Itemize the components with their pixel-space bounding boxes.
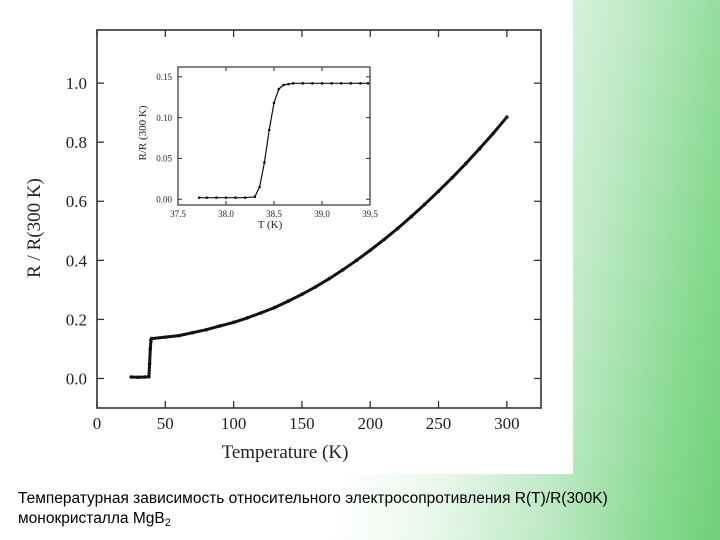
inset-x-tick-label: 37.5 [170,209,186,219]
main-data-point [272,305,277,310]
main-data-point [505,115,509,119]
inset-background [178,67,370,205]
inset-data-point [272,101,276,105]
inset-data-point [287,82,290,86]
main-data-point [409,214,414,219]
inset-data-point [330,82,333,85]
main-x-tick-label: 200 [357,414,383,433]
inset-data-point [234,196,237,199]
main-data-point [477,146,482,151]
main-data-point [354,258,359,263]
main-data-point [148,347,153,351]
main-x-tick-label: 50 [157,414,174,433]
inset-data-point [224,196,228,199]
main-plot-frame [96,29,542,409]
caption-line-1: Температурная зависимость относительного… [18,490,608,507]
inset-data-point [215,196,218,199]
inset-data-point [277,87,281,91]
inset-data-point [311,82,314,85]
main-x-tick-label: 150 [289,414,315,433]
main-y-tick-label: 0.6 [66,192,87,211]
main-data-point [136,375,140,380]
caption-subscript: 2 [164,517,171,529]
inset-data-point [349,82,353,85]
inset-x-tick-label: 38.0 [218,209,234,219]
inset-data-point [197,196,201,199]
main-data-point [204,327,209,332]
inset-data-point [320,82,324,85]
inset-data-point [366,82,370,85]
main-data-point [382,237,386,242]
main-data-point [491,131,495,136]
inset-data-point [359,82,362,85]
main-data-point [143,375,147,379]
main-y-tick-label: 1.0 [66,74,87,93]
main-data-point [129,375,133,379]
inset-data-point [291,82,295,85]
inset-x-axis-label: T (K) [258,219,283,231]
main-x-tick-label: 300 [494,414,520,433]
main-data-point [313,285,318,289]
main-data-point [436,189,441,194]
inset-data-point [282,83,285,87]
inset-data-point [263,161,266,164]
inset-x-tick-label: 38.5 [266,209,282,219]
main-data-point [259,311,263,315]
main-series-line [129,115,509,379]
main-data-point [218,324,222,328]
main-data-point [423,202,427,207]
slide-caption: Температурная зависимость относительного… [18,489,713,529]
main-data-point [300,292,304,297]
inset-x-tick-label: 39.0 [314,209,330,219]
resistance-chart: 0 50 100 150 200 250 300 0.0 0.2 0.4 0.6 0.8 1.0 Tem… [24,29,542,463]
main-data-point [286,299,291,303]
inset-y-tick-label: 0.15 [156,72,172,82]
main-y-tick-label: 0.4 [66,251,88,270]
main-data-point [231,320,236,325]
inset-data-point [339,82,343,85]
inset-y-tick-label: 0.00 [156,194,172,204]
main-x-tick-label: 0 [93,414,102,433]
main-data-point [368,248,373,253]
caption-line-2-prefix: монокристалла Mg [18,510,155,527]
inset-data-point [301,82,305,85]
inset-y-axis-label: R/R (300 K) [137,105,149,160]
caption-line-2: монокристалла MgB2 [18,509,713,529]
inset-y-tick-label: 0.05 [156,154,172,164]
inset-y-tick-label: 0.10 [156,113,172,123]
main-y-tick-label: 0.2 [66,310,87,329]
main-data-point [464,161,468,166]
main-data-point [177,333,181,338]
main-x-axis-label: Temperature (K) [222,442,349,463]
main-x-tick-label: 100 [221,414,247,433]
inset-data-point [253,195,257,199]
main-y-axis-label: R / R(300 K) [24,178,45,278]
main-data-point [163,335,168,339]
inset-x-tick-label: 39.5 [362,209,378,219]
main-x-tick-label: 250 [426,414,452,433]
main-data-point [147,361,152,366]
inset-data-point [258,185,261,189]
main-data-point [147,374,151,379]
main-data-point [450,175,455,180]
main-data-point [395,226,400,231]
inset-data-point [267,128,271,132]
inset-data-point [243,196,247,199]
main-y-tick-label: 0.0 [66,369,87,388]
inset-data-point [205,196,209,199]
main-data-point [149,336,154,341]
main-data-point [341,267,345,272]
main-y-tick-label: 0.8 [66,133,87,152]
caption-element-symbol: B [154,510,165,527]
main-data-point [327,276,332,281]
main-data-point [245,316,250,320]
main-data-point [190,330,195,335]
